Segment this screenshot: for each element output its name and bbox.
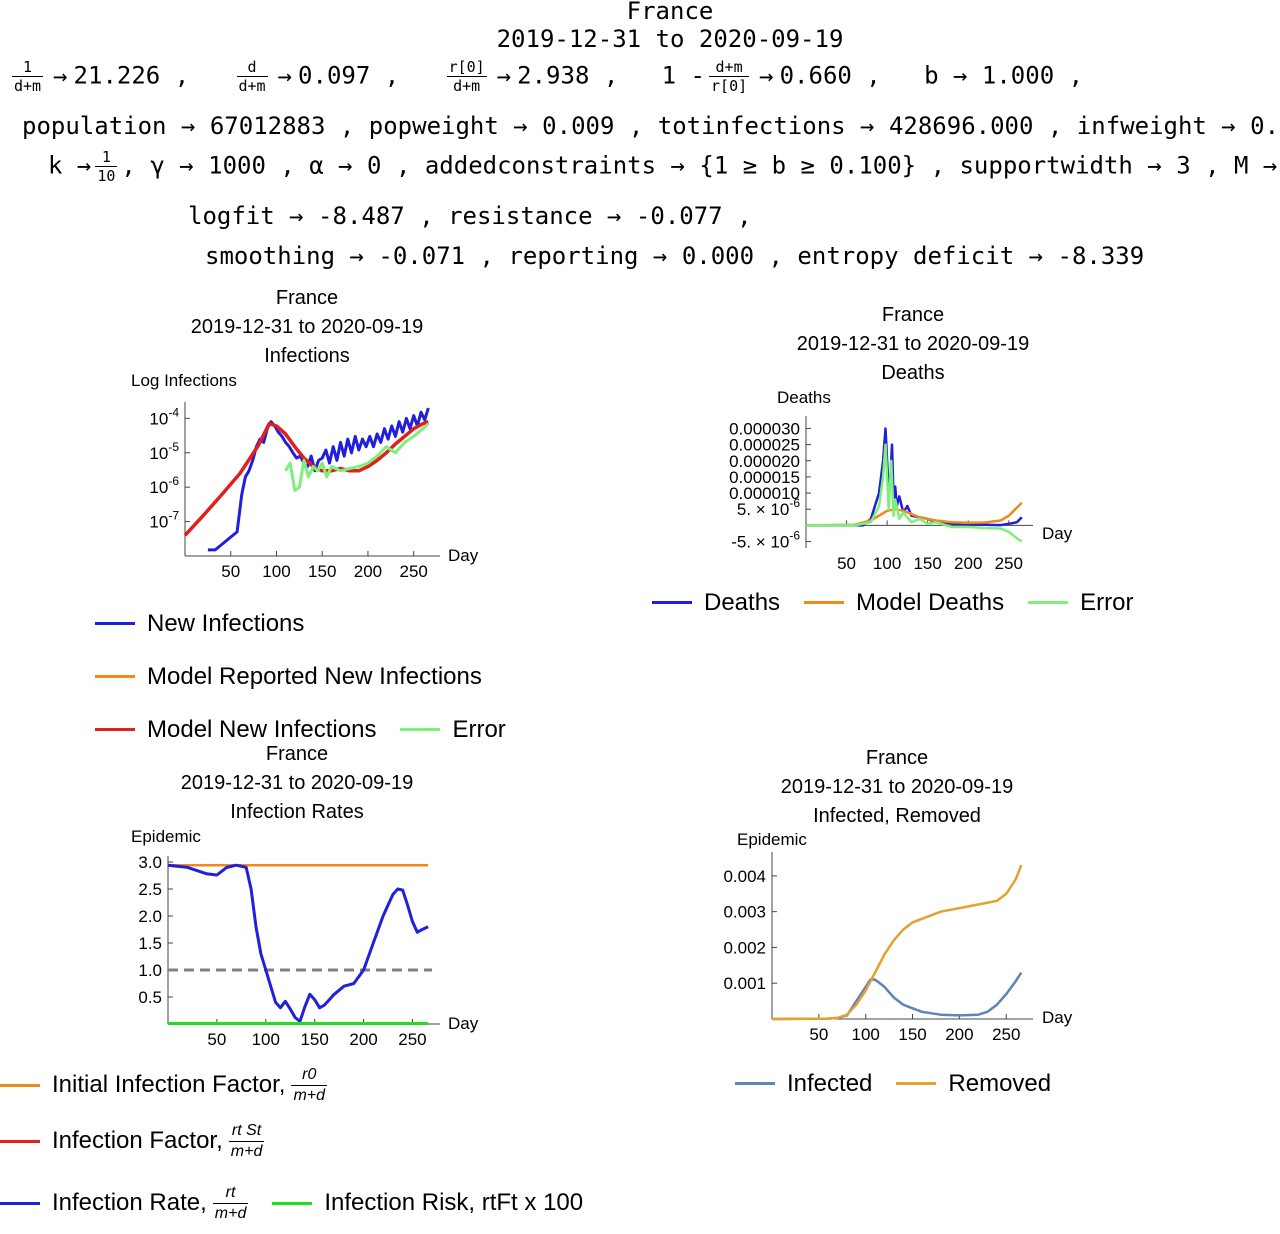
infections-chart-title: France 2019-12-31 to 2020-09-19 Infectio… (190, 287, 424, 367)
legend-removed: Removed (896, 1070, 1051, 1098)
y-tick-label: 0.003 (723, 903, 766, 922)
legend-infection-factor: Infection Factor, rt St m+d (0, 1110, 265, 1172)
x-tick-label: 100 (873, 554, 901, 573)
legend-model-new: Model New Infections (95, 706, 376, 753)
series-error (284, 422, 430, 492)
series-model-deaths (805, 501, 1023, 527)
y-tick-label: 0.000010 (729, 484, 800, 503)
x-tick-label: 100 (252, 1030, 280, 1049)
series-infected (771, 971, 1023, 1021)
infections-legend: New Infections Model Reported New Infect… (95, 594, 530, 753)
legend-new-infections: New Infections (95, 600, 304, 647)
infections-y-axis-label: Log Infections (131, 371, 237, 390)
legend-deaths-error: Error (1028, 589, 1133, 617)
sir-x-axis-label: Day (1042, 1008, 1073, 1027)
y-tick-label: 0.001 (723, 974, 766, 993)
legend-error: Error (400, 706, 506, 753)
y-tick-label: 1.5 (138, 934, 162, 953)
frac-p4: d+m r[0] (709, 58, 750, 95)
x-tick-label: 100 (262, 562, 290, 581)
y-tick-label: 2.5 (138, 880, 162, 899)
y-tick-label: 3.0 (138, 853, 162, 872)
y-tick-label: 0.000015 (729, 468, 800, 487)
legend-infection-rate: Infection Rate, rt m+d (0, 1172, 249, 1234)
header-parameters-row3: k → 1 10, γ → 1000 , α → 0 , addedconstrai… (48, 148, 1280, 185)
frac-k: 1 10 (95, 148, 118, 185)
header-parameters-row2: population → 67012883 , popweight → 0.00… (22, 112, 1280, 140)
y-tick-label: 0.000025 (729, 436, 800, 455)
deaths-legend: Deaths Model Deaths Error (652, 583, 1157, 617)
x-tick-label: 150 (898, 1025, 926, 1044)
x-tick-label: 50 (207, 1030, 226, 1049)
y-tick-label: 0.000030 (729, 419, 800, 438)
frac-p2: d d+m (236, 58, 268, 95)
x-tick-label: 150 (913, 554, 941, 573)
x-tick-label: 150 (300, 1030, 328, 1049)
deaths-x-axis-label: Day (1042, 524, 1073, 543)
series-model-new-infections (183, 420, 429, 537)
legend-model-deaths: Model Deaths (804, 589, 1004, 617)
rates-chart-title: France 2019-12-31 to 2020-09-19 Infectio… (180, 743, 414, 823)
header-parameters-row1: 1 d+m → 21.226 , d d+m → 0.097 , r[0] d+m → 2.938… (12, 58, 1084, 95)
x-tick-label: 200 (349, 1030, 377, 1049)
legend-deaths: Deaths (652, 589, 780, 617)
x-tick-label: 150 (308, 562, 336, 581)
y-tick-label: -5. × 10-6 (731, 529, 800, 552)
x-tick-label: 250 (992, 1025, 1020, 1044)
legend-model-reported: Model Reported New Infections (95, 653, 482, 700)
legend-initial-infection-factor: Initial Infection Factor, r0 m+d (0, 1060, 328, 1110)
y-tick-label: 0.004 (723, 867, 766, 886)
header-smoothing-row: smoothing → -0.071 , reporting → 0.000 ,… (205, 242, 1145, 270)
sir-legend: Infected Removed (735, 1064, 1075, 1098)
sir-y-axis-label: Epidemic (737, 830, 807, 849)
rates-legend: Initial Infection Factor, r0 m+d Infection… (0, 1060, 607, 1234)
y-tick-label: 0.000020 (729, 452, 800, 471)
x-tick-label: 50 (837, 554, 856, 573)
frac-p3: r[0] d+m (446, 58, 487, 95)
deaths-y-axis-label: Deaths (777, 388, 831, 407)
y-tick-label: 0.002 (723, 938, 766, 957)
legend-infection-risk: Infection Risk, rtFt x 100 (272, 1172, 583, 1234)
series-infection-rate (167, 863, 429, 1023)
y-tick-label: 2.0 (138, 907, 162, 926)
y-tick-label: 0.5 (138, 988, 162, 1007)
header-logfit-row: logfit → -8.487 , resistance → -0.077 , (188, 202, 752, 230)
x-tick-label: 50 (809, 1025, 828, 1044)
x-tick-label: 250 (400, 562, 428, 581)
deaths-chart-title: France 2019-12-31 to 2020-09-19 Deaths (796, 304, 1030, 384)
legend-infected: Infected (735, 1070, 872, 1098)
y-tick-label: 1.0 (138, 961, 162, 980)
header-date-range: 2019-12-31 to 2020-09-19 (496, 25, 844, 53)
rates-x-axis-label: Day (448, 1014, 479, 1033)
x-tick-label: 250 (398, 1030, 426, 1049)
header-country: France (626, 0, 714, 25)
series-new-infections (207, 407, 430, 552)
x-tick-label: 200 (354, 562, 382, 581)
x-tick-label: 200 (945, 1025, 973, 1044)
infections-x-axis-label: Day (448, 546, 479, 565)
x-tick-label: 250 (995, 554, 1023, 573)
series-error (806, 443, 1023, 543)
frac-p1: 1 d+m (12, 58, 44, 95)
y-tick-label: 5. × 10-6 (737, 496, 800, 519)
sir-chart-title: France 2019-12-31 to 2020-09-19 Infected… (780, 747, 1014, 827)
x-tick-label: 50 (221, 562, 240, 581)
rates-y-axis-label: Epidemic (131, 827, 201, 846)
series-removed (771, 864, 1023, 1021)
x-tick-label: 100 (852, 1025, 880, 1044)
x-tick-label: 200 (954, 554, 982, 573)
